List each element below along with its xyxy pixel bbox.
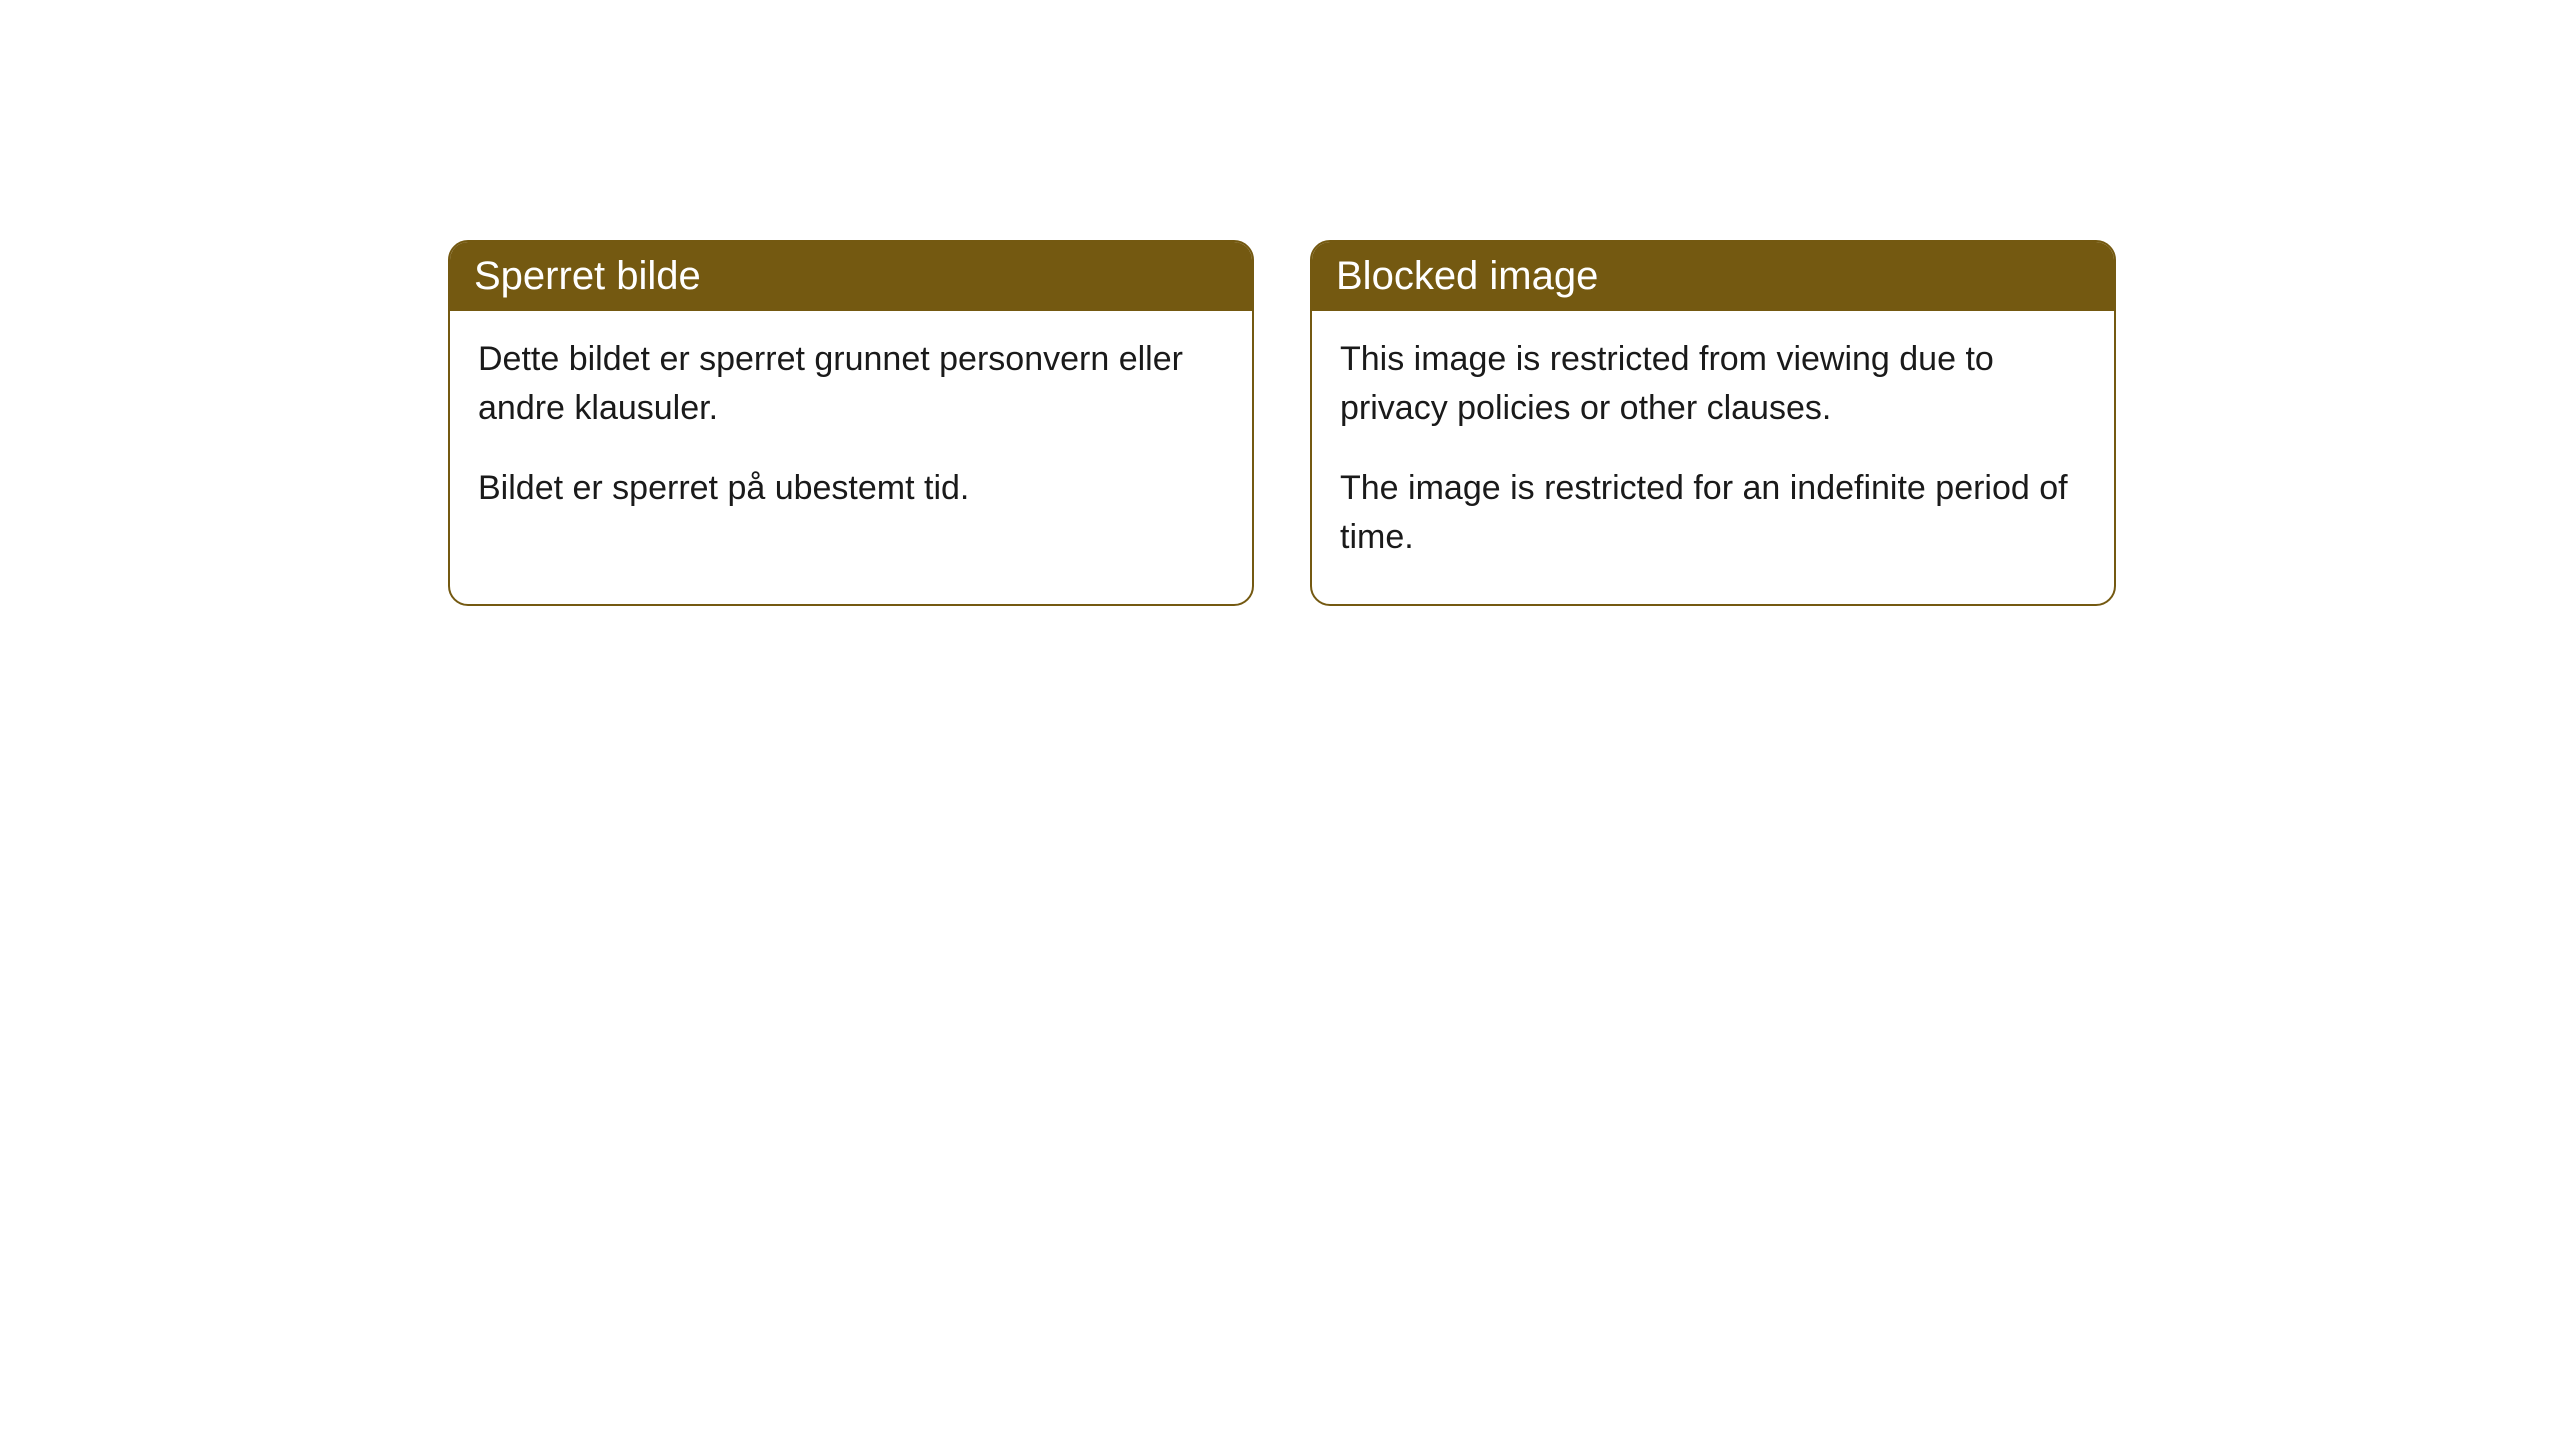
notice-text-norwegian-2: Bildet er sperret på ubestemt tid.: [478, 464, 1224, 513]
notice-text-norwegian-1: Dette bildet er sperret grunnet personve…: [478, 335, 1224, 434]
blocked-image-card-norwegian: Sperret bilde Dette bildet er sperret gr…: [448, 240, 1254, 606]
notice-text-english-1: This image is restricted from viewing du…: [1340, 335, 2086, 434]
blocked-image-card-english: Blocked image This image is restricted f…: [1310, 240, 2116, 606]
card-header-norwegian: Sperret bilde: [450, 242, 1252, 311]
card-header-english: Blocked image: [1312, 242, 2114, 311]
card-body-norwegian: Dette bildet er sperret grunnet personve…: [450, 311, 1252, 555]
notice-text-english-2: The image is restricted for an indefinit…: [1340, 464, 2086, 563]
notice-container: Sperret bilde Dette bildet er sperret gr…: [0, 0, 2560, 606]
card-body-english: This image is restricted from viewing du…: [1312, 311, 2114, 604]
